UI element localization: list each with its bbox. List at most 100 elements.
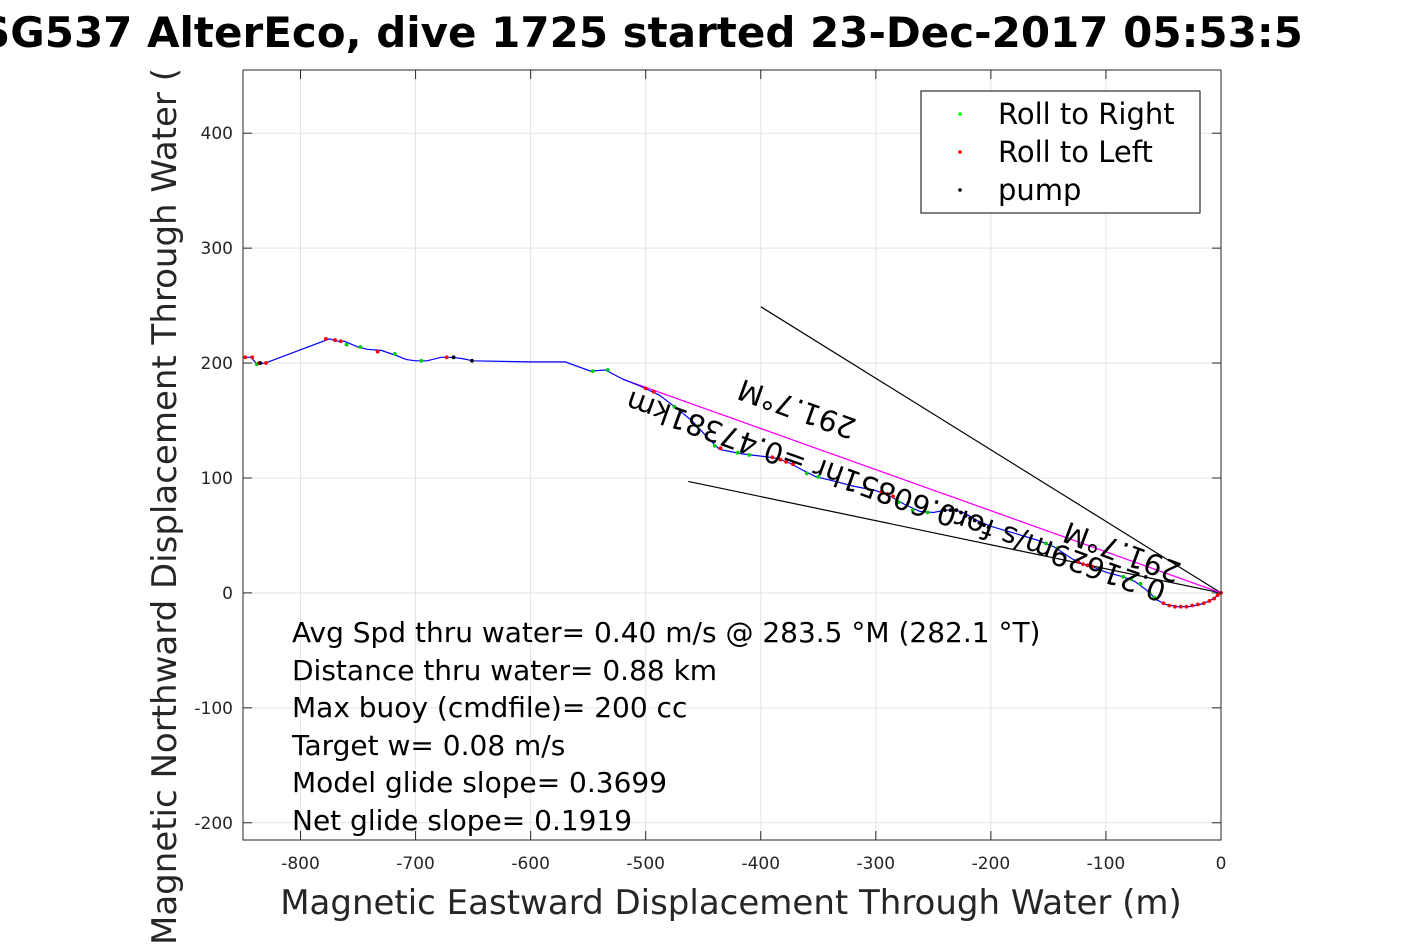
wedge-line	[760, 306, 1222, 594]
point-roll-to-right	[712, 443, 717, 448]
legend-marker-roll-right	[958, 112, 962, 116]
point-roll-to-right	[358, 345, 363, 349]
point-roll-to-left	[1190, 603, 1195, 608]
point-roll-to-left	[879, 489, 884, 494]
annotation-max-buoy: Max buoy (cmdfile)= 200 cc	[292, 691, 687, 724]
point-roll-to-left	[1173, 604, 1177, 609]
annotation-distance: Distance thru water= 0.88 km	[292, 654, 717, 687]
point-roll-to-left	[1215, 593, 1220, 598]
point-roll-to-left	[651, 389, 656, 394]
point-roll-to-right	[419, 358, 424, 363]
x-tick-label: 0	[1216, 854, 1227, 874]
point-roll-to-left	[444, 355, 449, 360]
wedge-line	[688, 480, 1222, 594]
y-tick-labels: -200 -100 0 100 200 300 400	[194, 124, 233, 834]
point-roll-to-left	[778, 457, 783, 462]
point-roll-to-left	[264, 361, 268, 365]
point-pump	[968, 516, 973, 521]
point-roll-to-right	[392, 351, 397, 356]
point-roll-to-left	[1196, 602, 1200, 607]
point-roll-to-left	[1081, 562, 1085, 567]
point-roll-to-right	[896, 500, 901, 505]
point-roll-to-right	[1044, 541, 1049, 546]
point-roll-to-left	[333, 338, 337, 342]
point-pump	[954, 508, 959, 513]
legend: Roll to Right Roll to Left pump	[920, 90, 1201, 214]
x-tick-label: -100	[1087, 854, 1126, 874]
point-pump	[470, 358, 474, 363]
point-roll-to-right	[1152, 595, 1157, 600]
point-roll-to-right	[1129, 577, 1134, 582]
annotation-block: Avg Spd thru water= 0.40 m/s @ 283.5 °M …	[291, 616, 1040, 837]
track-line	[243, 338, 1222, 608]
point-pump	[942, 508, 947, 513]
axes-box	[242, 69, 1222, 841]
point-roll-to-left	[1076, 559, 1081, 564]
point-roll-to-left	[1201, 601, 1206, 606]
annotation-target-w: Target w= 0.08 m/s	[291, 729, 565, 762]
legend-label-roll-right: Roll to Right	[998, 97, 1175, 131]
point-roll-to-right	[1048, 542, 1053, 547]
point-pump	[963, 514, 968, 518]
point-roll-to-left	[375, 349, 380, 354]
point-pump	[451, 355, 456, 360]
point-roll-to-left	[1161, 601, 1166, 606]
legend-marker-roll-left	[958, 150, 962, 154]
point-roll-to-right	[735, 450, 740, 455]
x-axis-label: Magnetic Eastward Displacement Through W…	[280, 883, 1182, 923]
legend-label-pump: pump	[998, 173, 1081, 207]
point-roll-to-right	[605, 368, 610, 372]
point-pump	[986, 525, 991, 530]
point-roll-to-right	[1138, 581, 1143, 586]
point-roll-to-right	[747, 453, 752, 457]
current-vector-line	[622, 378, 1222, 594]
x-tick-label: -300	[857, 854, 896, 874]
axes-frame	[242, 69, 1222, 841]
x-tick-label: -200	[972, 854, 1011, 874]
point-roll-to-left	[643, 386, 648, 391]
point-pump	[977, 520, 982, 525]
point-roll-to-right	[1147, 591, 1152, 595]
point-pump	[959, 510, 963, 515]
point-roll-to-left	[784, 459, 788, 464]
legend-marker-pump	[958, 188, 962, 192]
point-roll-to-left	[891, 494, 895, 499]
point-roll-to-left	[1085, 563, 1090, 568]
point-roll-to-left	[1184, 604, 1189, 609]
y-axis-label: Magnetic Northward Displacement Through …	[145, 68, 185, 945]
y-tick-label: 0	[222, 584, 233, 604]
point-roll-to-left	[1212, 596, 1216, 601]
y-tick-label: 400	[201, 124, 233, 144]
y-tick-label: -200	[194, 814, 233, 834]
point-pump	[972, 518, 977, 523]
point-roll-to-left	[338, 339, 343, 344]
wedge-lines	[622, 306, 1222, 594]
point-roll-to-right	[804, 471, 809, 476]
track-line-group	[243, 338, 1222, 608]
point-roll-to-left	[243, 355, 248, 360]
annotation-model-glide: Model glide slope= 0.3699	[292, 766, 667, 799]
point-roll-to-left	[718, 446, 723, 451]
point-pump	[982, 523, 986, 528]
x-tick-label: -500	[626, 854, 665, 874]
point-roll-to-right	[672, 404, 677, 409]
x-tick-label: -700	[396, 854, 435, 874]
point-roll-to-right	[1121, 574, 1126, 579]
x-tick-label: -600	[511, 854, 550, 874]
y-tick-label: 300	[201, 239, 233, 259]
x-tick-labels: -800 -700 -600 -500 -400 -300 -200 -100 0	[281, 854, 1226, 874]
point-roll-to-left	[250, 355, 255, 360]
point-roll-to-left	[791, 462, 795, 467]
annotation-net-glide: Net glide slope= 0.1919	[292, 804, 632, 837]
x-tick-label: -800	[281, 854, 320, 874]
point-pump	[948, 508, 953, 513]
point-roll-to-left	[1207, 599, 1212, 603]
point-roll-to-right	[695, 424, 700, 429]
x-tick-label: -400	[741, 854, 780, 874]
point-roll-to-right	[910, 508, 915, 513]
chart-title: SG537 AlterEco, dive 1725 started 23-Dec…	[0, 8, 1303, 57]
point-roll-to-left	[1167, 603, 1172, 608]
point-roll-to-left	[1178, 604, 1183, 609]
point-roll-to-right	[344, 342, 349, 347]
point-roll-to-left	[1090, 564, 1095, 569]
